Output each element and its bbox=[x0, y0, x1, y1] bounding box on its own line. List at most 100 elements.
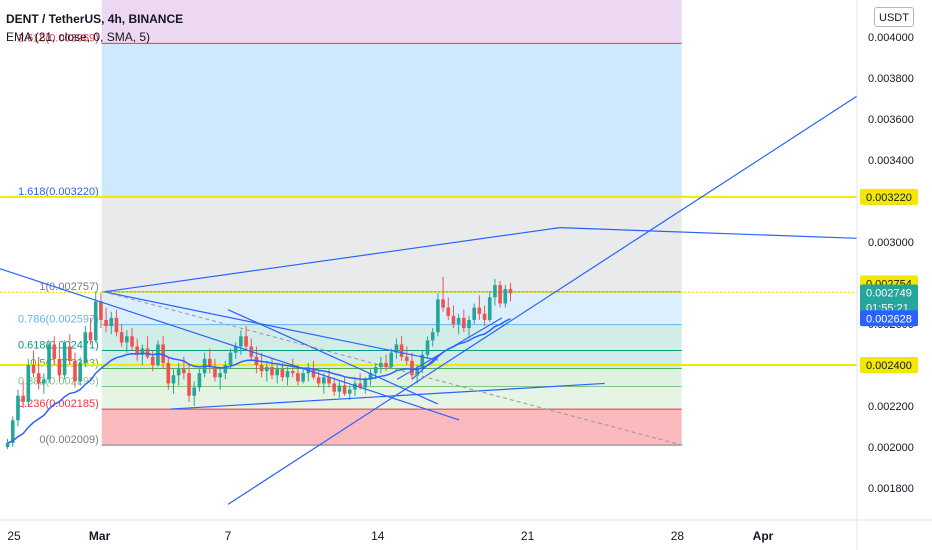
trend-line bbox=[0, 268, 460, 421]
fib-band bbox=[101, 409, 682, 446]
candle-body bbox=[456, 317, 461, 324]
candle-body bbox=[280, 369, 285, 378]
price-tag bbox=[860, 357, 918, 373]
candle-body bbox=[166, 362, 171, 384]
candle-body bbox=[285, 371, 290, 378]
candle-body bbox=[384, 362, 388, 368]
candle-body bbox=[306, 369, 311, 374]
trend-line bbox=[170, 382, 605, 410]
candle-body bbox=[389, 352, 394, 368]
candle-body bbox=[404, 356, 409, 361]
price-tag-label: 0.003220 bbox=[866, 192, 912, 204]
candle-body bbox=[213, 367, 217, 378]
candle-body bbox=[327, 377, 331, 384]
candle-body bbox=[290, 371, 295, 374]
fib-level-label: 2.618(0.003969) bbox=[18, 32, 99, 44]
time-axis-tick: 14 bbox=[371, 529, 385, 543]
trend-line bbox=[559, 227, 858, 239]
candle-body bbox=[441, 299, 445, 308]
candle-body bbox=[140, 348, 145, 355]
price-axis-tick: 0.002000 bbox=[868, 442, 914, 454]
candle-body bbox=[399, 344, 404, 357]
candle-body bbox=[503, 289, 508, 304]
price-tag bbox=[860, 284, 918, 317]
candle-body bbox=[125, 336, 129, 343]
price-axis-tick: 0.001800 bbox=[868, 483, 914, 495]
time-axis-tick: 7 bbox=[225, 529, 232, 543]
candle-body bbox=[420, 354, 425, 370]
candle-body bbox=[363, 379, 368, 388]
trend-line bbox=[227, 95, 858, 505]
candle-body bbox=[316, 377, 321, 384]
candle-body bbox=[275, 369, 279, 376]
candle-body bbox=[93, 301, 98, 341]
indicator-legend[interactable]: EMA (21, close, 0, SMA, 5) bbox=[6, 30, 151, 44]
candle-body bbox=[239, 336, 243, 347]
price-tag-label: 0.002749 bbox=[866, 287, 912, 299]
candle-body bbox=[487, 297, 492, 320]
candle-body bbox=[114, 317, 119, 333]
candle-body bbox=[187, 373, 191, 396]
candle-body bbox=[109, 317, 114, 327]
candle-body bbox=[47, 344, 51, 380]
candle-body bbox=[373, 367, 378, 374]
candle-body bbox=[508, 289, 513, 294]
time-axis-tick: 21 bbox=[521, 529, 535, 543]
candle-body bbox=[5, 442, 10, 447]
fib-level-label: 1.618(0.003220) bbox=[18, 186, 99, 198]
price-axis-bg bbox=[857, 0, 932, 550]
candle-body bbox=[119, 332, 124, 343]
price-axis-tick: 0.003000 bbox=[868, 237, 914, 249]
candle-body bbox=[244, 336, 248, 347]
candle-body bbox=[218, 373, 222, 378]
candle-body bbox=[311, 369, 316, 378]
candle-body bbox=[104, 319, 108, 327]
candle-body bbox=[207, 358, 212, 368]
candle-body bbox=[472, 307, 477, 320]
candle-body bbox=[78, 362, 82, 382]
candle-body bbox=[410, 360, 414, 376]
symbol-title[interactable]: DENT / TetherUS, 4h, BINANCE bbox=[6, 12, 184, 26]
fib-band bbox=[101, 43, 682, 197]
fib-band bbox=[101, 291, 682, 325]
trend-line bbox=[411, 355, 439, 380]
fib-level-label: 0.786(0.002597) bbox=[18, 314, 99, 326]
price-axis-tick: 0.004000 bbox=[868, 32, 914, 44]
candle-body bbox=[462, 317, 466, 329]
candle-body bbox=[477, 307, 482, 314]
candle-body bbox=[296, 373, 300, 382]
candle-body bbox=[337, 385, 342, 392]
candle-body bbox=[493, 285, 497, 298]
candle-body bbox=[233, 346, 238, 353]
time-axis-tick: Apr bbox=[753, 529, 774, 543]
candle-body bbox=[482, 313, 487, 320]
trend-line bbox=[103, 291, 438, 361]
candle-body bbox=[10, 420, 15, 443]
currency-button[interactable]: USDT bbox=[874, 7, 914, 27]
candle-body bbox=[31, 365, 36, 374]
dashed-projection bbox=[103, 291, 684, 447]
candle-body bbox=[259, 365, 264, 372]
price-tag bbox=[860, 188, 918, 205]
candle-body bbox=[42, 379, 46, 384]
candle-body bbox=[358, 383, 362, 388]
candle-body bbox=[150, 356, 155, 365]
candle-body bbox=[270, 367, 274, 376]
candle-body bbox=[332, 383, 337, 392]
fib-level-label: 0.618(0.002471) bbox=[18, 339, 99, 351]
candle-body bbox=[62, 346, 67, 376]
chart-header: DENT / TetherUS, 4h, BINANCE EMA (21, cl… bbox=[6, 12, 183, 44]
price-axis-tick: 0.003600 bbox=[868, 114, 914, 126]
fib-level-label: 0(0.002009) bbox=[39, 434, 98, 446]
candle-body bbox=[99, 301, 103, 320]
trend-line bbox=[103, 227, 560, 293]
candle-body bbox=[156, 344, 160, 365]
price-axis-tick: 0.003800 bbox=[868, 73, 914, 85]
candle-body bbox=[52, 344, 57, 359]
candle-body bbox=[425, 340, 430, 355]
candle-body bbox=[176, 369, 181, 376]
candle-body bbox=[347, 389, 352, 394]
candle-body bbox=[379, 362, 383, 368]
candle-body bbox=[368, 373, 373, 380]
